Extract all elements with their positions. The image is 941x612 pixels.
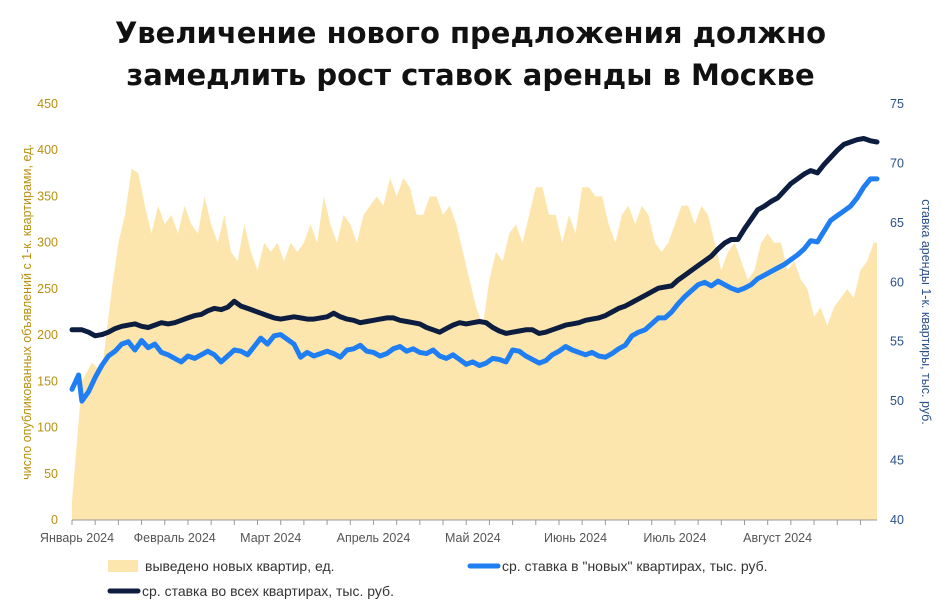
y-right-tick-label: 60: [890, 275, 904, 289]
line-series-group: [69, 136, 880, 404]
y-left-tick-label: 100: [37, 421, 58, 435]
y-left-tick-label: 50: [44, 467, 58, 481]
area-series-group: [72, 168, 877, 520]
legend-label-all-rate: ср. ставка во всех квартирах, тыс. руб.: [142, 583, 394, 599]
x-tick-label: Июнь 2024: [544, 531, 607, 545]
y-right-tick-label: 40: [890, 513, 904, 527]
y-right-tick-label: 55: [890, 335, 904, 349]
chart-title: Увеличение нового предложения должно зам…: [0, 12, 941, 96]
y-right-axis-title: ставка аренды 1-к. квартиры, тыс. руб.: [919, 199, 933, 425]
line-series-all-rate: [69, 136, 880, 339]
y-left-tick-label: 350: [37, 189, 58, 203]
y-right-tick-label: 50: [890, 394, 904, 408]
y-right-tick-label: 65: [890, 216, 904, 230]
line-series-new-rate: [69, 176, 880, 404]
legend-swatch-area: [108, 560, 138, 572]
y-left-tick-label: 400: [37, 143, 58, 157]
y-left-axis-title: число опубликованных объявлений с 1-к. к…: [20, 144, 34, 480]
axes-group: Январь 2024 Февраль 2024 Март 2024 Апрель 2…: [20, 97, 933, 545]
legend-label-new-rate: ср. ставка в "новых" квартирах, тыс. руб…: [502, 558, 768, 574]
area-series-new-listings: [72, 168, 877, 520]
x-tick-label: Январь 2024: [40, 531, 114, 545]
x-tick-label: Февраль 2024: [134, 531, 216, 545]
y-right-tick-label: 75: [890, 97, 904, 111]
x-tick-label: Март 2024: [240, 531, 301, 545]
legend: выведено новых квартир, ед. ср. ставка в …: [107, 558, 768, 599]
y-left-tick-label: 250: [37, 282, 58, 296]
x-tick-label: Июль 2024: [643, 531, 706, 545]
x-tick-label: Апрель 2024: [337, 531, 411, 545]
y-right-tick-label: 70: [890, 156, 904, 170]
x-tick-label: Август 2024: [743, 531, 812, 545]
y-left-tick-label: 450: [37, 97, 58, 111]
y-left-tick-label: 200: [37, 328, 58, 342]
y-left-tick-label: 0: [51, 513, 58, 527]
x-tick-label: Май 2024: [445, 531, 501, 545]
y-left-tick-label: 300: [37, 236, 58, 250]
chart-title-line-1: Увеличение нового предложения должно: [114, 16, 827, 50]
y-right-tick-label: 45: [890, 454, 904, 468]
y-left-tick-label: 150: [37, 374, 58, 388]
chart-title-line-2: замедлить рост ставок аренды в Москве: [126, 58, 815, 92]
legend-label-area: выведено новых квартир, ед.: [145, 558, 335, 574]
